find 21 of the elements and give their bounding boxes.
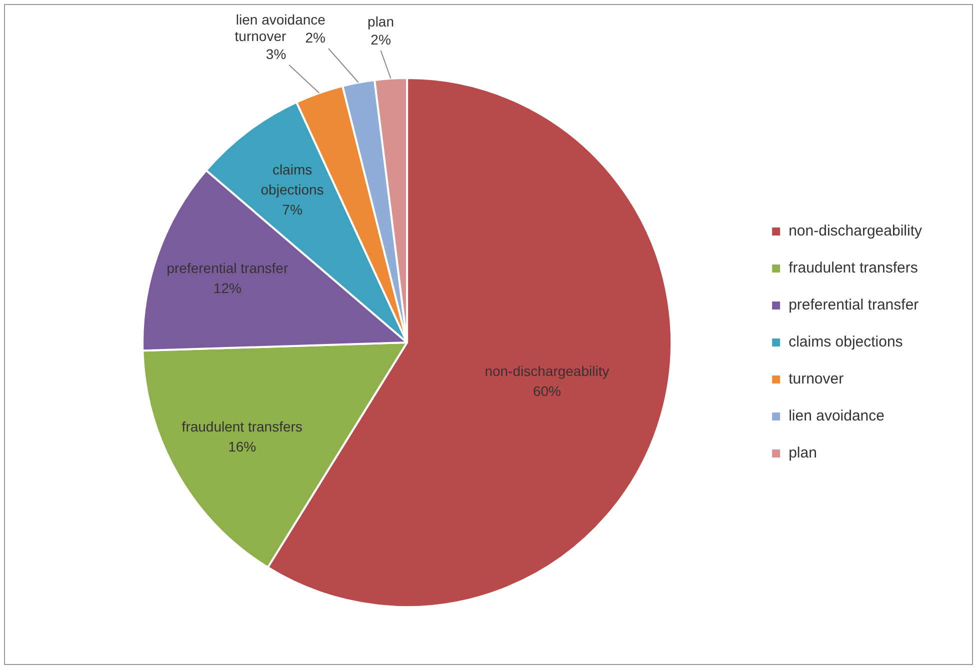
slice-label: fraudulent transfers <box>182 418 302 435</box>
slice-label: claims objections <box>260 161 324 198</box>
slice-label: turnover <box>234 28 286 44</box>
slice-label: non-dischargeability <box>484 363 610 380</box>
data-label: 16% <box>228 438 256 455</box>
legend-label: fraudulent transfers <box>788 260 918 277</box>
legend-label: plan <box>788 444 817 462</box>
data-label: 3% <box>266 46 286 62</box>
data-label: 7% <box>282 201 302 218</box>
legend-label: non-dischargeability <box>788 222 922 240</box>
slice-label: lien avoidance <box>236 11 326 28</box>
data-label: 2% <box>370 31 391 48</box>
slice-label: plan <box>368 13 394 30</box>
data-label: 60% <box>532 383 561 400</box>
data-label: 12% <box>213 280 242 296</box>
legend-label: preferential transfer <box>788 296 919 314</box>
legend-label: turnover <box>788 370 844 388</box>
legend-label: claims objections <box>788 334 903 351</box>
slice-label: preferential transfer <box>166 260 288 276</box>
legend-label: lien avoidance <box>788 408 884 425</box>
data-label: 2% <box>305 29 326 46</box>
